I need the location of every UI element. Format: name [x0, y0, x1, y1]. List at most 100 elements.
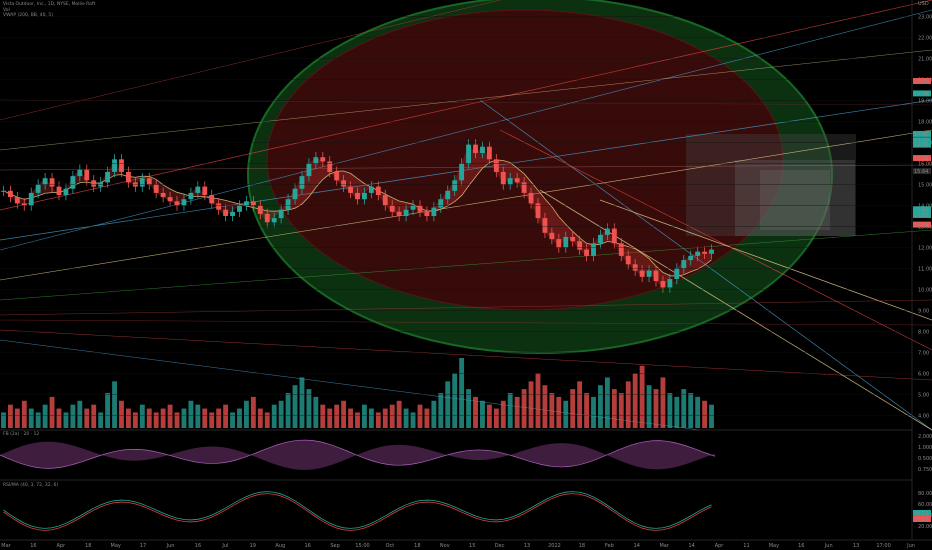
candle-body [667, 278, 673, 288]
candle-body [160, 192, 166, 198]
candle-body [7, 190, 13, 198]
forecast-box-1 [686, 134, 856, 236]
candle-body [598, 234, 603, 244]
candle-body [278, 209, 284, 219]
trend-line [0, 0, 501, 121]
time-tick-label: 2022 [548, 543, 561, 549]
candle-body [209, 195, 215, 204]
symbol-legend[interactable]: Vista Outdoor, Inc., 1D, NYSE, Mollie Ra… [3, 2, 95, 19]
candle-body [507, 178, 513, 185]
price-tag-bg [913, 221, 931, 228]
trend-line [599, 199, 932, 321]
volume-bars [1, 358, 714, 428]
price-tag-text: 19.34 [914, 91, 928, 97]
volume-bar [473, 396, 478, 428]
candle-body [591, 243, 596, 256]
volume-bar [653, 389, 659, 428]
trend-line [0, 129, 932, 281]
candle-body [257, 205, 263, 214]
candle-body [452, 180, 458, 191]
volume-bar [21, 400, 27, 428]
candle-body [542, 218, 548, 233]
candle-body [174, 201, 180, 206]
price-axis[interactable]: 23.0022.0021.0020.0019.0018.0017.0016.00… [0, 15, 932, 420]
candle-body [382, 195, 388, 206]
time-axis[interactable]: Mar 16 Apr 18 May 17 Jun 16 Jul 19 Aug 16 Sep 15:00 Oc… [1, 543, 915, 549]
candle-body [334, 171, 340, 181]
candle-body [237, 205, 242, 212]
candle-body [480, 146, 485, 154]
volume-bar [306, 389, 312, 428]
volume-bar [667, 393, 673, 428]
price-tick-label: 8.00 [918, 329, 929, 335]
candle-body [660, 281, 666, 288]
volume-bar [341, 400, 347, 428]
time-tick-label: 18 [579, 543, 585, 549]
volume-bar [639, 365, 645, 428]
osc2-tick-label: 20.00 [918, 524, 932, 530]
time-tick-label: Jul [221, 543, 228, 549]
osc1-label[interactable]: FB (2a) · 20 · 12 [3, 432, 40, 437]
candle-body [264, 213, 270, 223]
volume-bar [445, 381, 451, 428]
volume-bar [188, 400, 194, 428]
volume-bar [646, 385, 652, 428]
candle-body [285, 199, 291, 210]
volume-bar [264, 412, 270, 428]
candle-body [639, 270, 645, 277]
volume-bar [42, 404, 48, 428]
volume-bar [244, 400, 249, 428]
candle-body [125, 171, 131, 183]
trend-line [0, 164, 932, 171]
price-tag-text: 17.41 [914, 132, 928, 138]
candle-body [431, 207, 437, 216]
volume-bar [313, 396, 319, 428]
volume-bar [542, 385, 548, 428]
volume-bar [35, 412, 41, 428]
candle-body [695, 251, 701, 256]
volume-bar [556, 396, 562, 428]
candle-body [577, 241, 583, 250]
price-tick-label: 22.00 [918, 36, 932, 42]
candle-body [459, 163, 465, 181]
candle-body [549, 232, 555, 240]
candle-body [493, 159, 499, 172]
volume-bar [362, 404, 367, 428]
price-tag-bg [913, 141, 931, 148]
time-tick-label: 15 [469, 543, 475, 549]
volume-bar [195, 404, 201, 428]
candle-body [327, 161, 333, 172]
osc2-label[interactable]: RSI/MA (40, 3, 72, 32, 6) [3, 483, 59, 488]
osc2-tick-label: 80.00 [918, 491, 932, 497]
volume-bar [167, 404, 173, 428]
candle-body [521, 182, 527, 193]
candle-body [355, 192, 360, 200]
candle-body [570, 236, 576, 242]
volume-bar [417, 404, 423, 428]
volume-bar [91, 404, 97, 428]
candle-body [702, 251, 708, 254]
candles [1, 139, 714, 293]
volume-bar [320, 404, 326, 428]
trend-line [0, 49, 932, 151]
volume-bar [625, 381, 631, 428]
volume-bar [375, 412, 381, 428]
candle-body [646, 270, 652, 277]
candle-body [202, 186, 208, 196]
price-tag-bg [913, 90, 931, 97]
volume-bar [563, 400, 569, 428]
candle-body [410, 205, 416, 210]
candle-body [368, 186, 374, 193]
volume-bar [146, 408, 152, 428]
volume-bar [153, 412, 159, 428]
price-tick-label: 19.00 [918, 99, 932, 105]
price-tag-text: 15.64 [914, 169, 928, 175]
volume-bar [98, 412, 104, 428]
price-tick-label: 7.00 [918, 350, 929, 356]
price-tick-label: 4.00 [918, 413, 929, 419]
time-tick-label: Mar [1, 543, 11, 549]
time-tick-label: 16 [195, 543, 201, 549]
